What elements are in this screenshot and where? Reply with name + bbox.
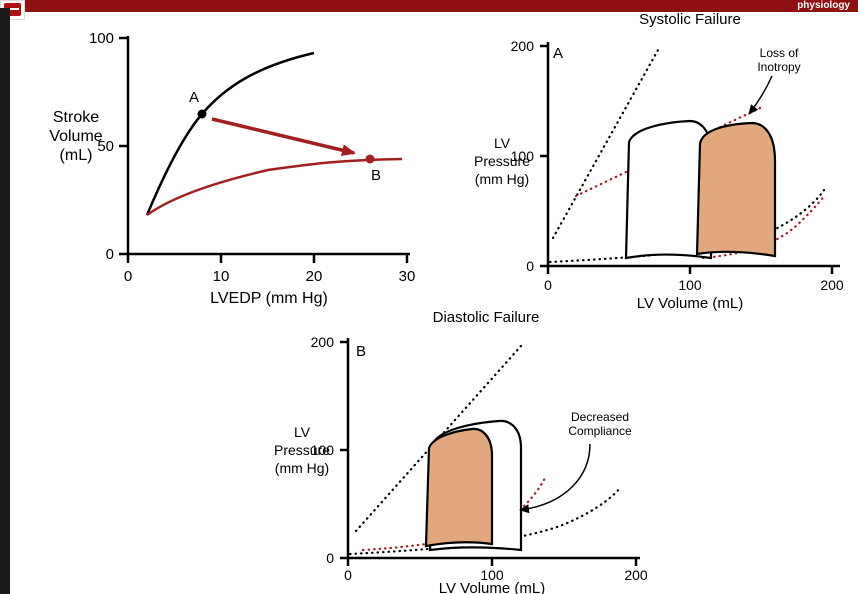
y-tick-label: 50 bbox=[97, 138, 114, 155]
diastolic-failure-plot: Diastolic Failure B 200 100 0 0 100 200 … bbox=[311, 309, 648, 594]
x-axis-label: LV Volume (mL) bbox=[637, 295, 743, 311]
frank-starling-chart: Stroke Volume (mL) 100 50 0 0 10 bbox=[30, 22, 440, 307]
decreased-compliance-label: Decreased Compliance bbox=[568, 410, 632, 438]
x-axis-label: LVEDP (mm Hg) bbox=[210, 290, 328, 307]
panel-label: B bbox=[356, 343, 366, 360]
depressed-espvr-line bbox=[574, 106, 762, 198]
failing-pv-loop bbox=[424, 427, 494, 548]
y-tick-label: 200 bbox=[511, 38, 535, 54]
point-a-marker bbox=[197, 109, 207, 119]
a-to-b-arrow bbox=[211, 117, 356, 157]
systolic-failure-curve bbox=[146, 157, 403, 217]
x-tick-label: 200 bbox=[820, 277, 844, 293]
y-axis-label: Stroke Volume (mL) bbox=[49, 109, 103, 164]
x-tick-label: 10 bbox=[213, 268, 230, 285]
x-tick-label: 0 bbox=[344, 567, 352, 583]
site-logo-stripe bbox=[6, 8, 19, 10]
failing-pv-loop bbox=[695, 121, 777, 258]
loss-of-inotropy-label: Loss of Inotropy bbox=[757, 46, 801, 74]
point-b-marker bbox=[365, 154, 375, 164]
y-axis-label: LV Pressure (mm Hg) bbox=[273, 424, 331, 476]
y-tick-label: 0 bbox=[106, 246, 114, 263]
y-tick-label: 100 bbox=[311, 442, 335, 458]
left-edge-strip bbox=[0, 8, 10, 594]
normal-function-curve bbox=[145, 51, 315, 216]
y-tick-label: 0 bbox=[526, 258, 534, 274]
x-tick-label: 0 bbox=[124, 268, 132, 285]
point-a-label: A bbox=[189, 89, 199, 106]
normal-edpvr-line bbox=[548, 188, 826, 264]
y-tick-label: 200 bbox=[311, 334, 335, 350]
y-tick-label: 100 bbox=[511, 148, 535, 164]
x-tick-label: 30 bbox=[399, 268, 416, 285]
decreased-compliance-arrow bbox=[519, 443, 591, 514]
loss-of-inotropy-arrow bbox=[748, 75, 773, 115]
chart-title: Systolic Failure bbox=[639, 11, 741, 28]
brand-text: physiology bbox=[797, 0, 850, 11]
header-bar: physiology bbox=[25, 0, 858, 12]
x-tick-label: 0 bbox=[544, 277, 552, 293]
y-axis-label: LV Pressure (mm Hg) bbox=[473, 135, 531, 187]
panel-label: A bbox=[553, 45, 563, 62]
frank-starling-plot: 100 50 0 0 10 20 30 LVEDP (mm Hg) A B bbox=[89, 30, 416, 307]
x-tick-label: 100 bbox=[678, 277, 702, 293]
systolic-failure-chart: LV Pressure (mm Hg) Systolic Failure A 2… bbox=[468, 6, 858, 311]
x-tick-label: 20 bbox=[306, 268, 323, 285]
x-tick-label: 100 bbox=[480, 567, 504, 583]
x-tick-label: 200 bbox=[624, 567, 648, 583]
chart-title: Diastolic Failure bbox=[433, 309, 540, 326]
systolic-failure-plot: Systolic Failure A 200 100 0 0 100 200 L… bbox=[511, 11, 844, 311]
normal-pv-loop bbox=[624, 119, 713, 260]
diastolic-failure-chart: LV Pressure (mm Hg) Diastolic Failure B … bbox=[268, 304, 658, 594]
y-tick-label: 100 bbox=[89, 30, 114, 47]
y-tick-label: 0 bbox=[326, 550, 334, 566]
x-axis-label: LV Volume (mL) bbox=[439, 580, 545, 594]
point-b-label: B bbox=[371, 167, 381, 184]
